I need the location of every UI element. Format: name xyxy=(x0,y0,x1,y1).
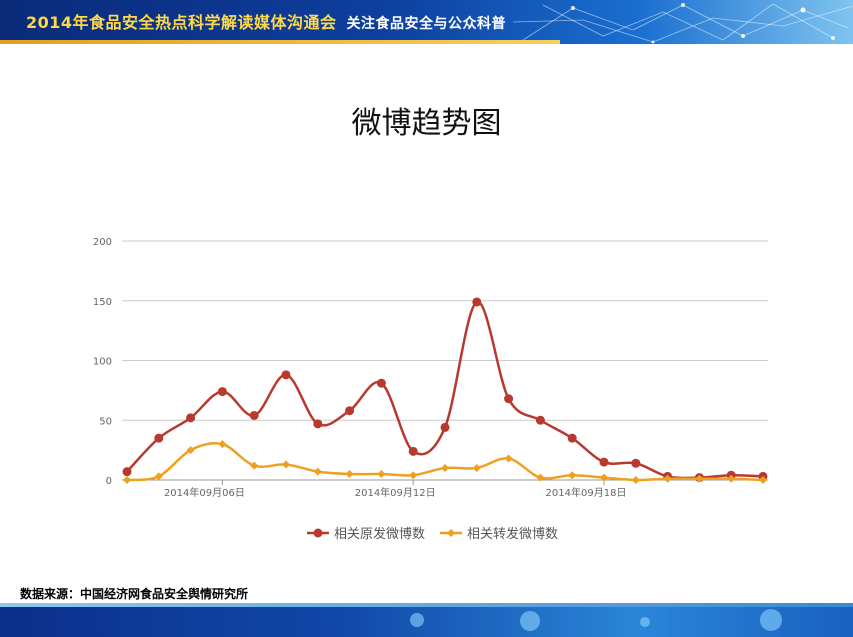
legend-label-repost: 相关转发微博数 xyxy=(467,526,558,542)
data-point xyxy=(122,467,132,477)
data-point xyxy=(408,446,418,456)
header-title: 2014年食品安全热点科学解读媒体沟通会 xyxy=(26,13,337,32)
y-tick-label: 200 xyxy=(93,237,112,248)
data-point xyxy=(504,454,513,463)
data-point xyxy=(600,473,608,482)
footer-dot xyxy=(410,613,424,627)
data-point xyxy=(441,464,449,473)
footer-dot xyxy=(640,617,650,627)
data-point xyxy=(535,415,545,425)
slide-title: 微博趋势图 xyxy=(351,106,502,141)
weibo-trend-chart: 0 50 100 150 200 2014年09月06日 2014年09月12日 2014年0… xyxy=(93,237,768,542)
data-point xyxy=(154,433,164,443)
y-tick-label: 0 xyxy=(106,476,112,487)
legend-label-original: 相关原发微博数 xyxy=(334,526,425,542)
data-point xyxy=(282,460,290,469)
x-tick-label: 2014年09月12日 xyxy=(355,486,436,499)
series-original-line xyxy=(126,300,764,480)
data-point xyxy=(472,464,481,473)
data-point xyxy=(281,370,291,380)
x-tick-label: 2014年09月06日 xyxy=(164,486,245,499)
banner-title: 2014年食品安全热点科学解读媒体沟通会 关注食品安全与公众科普 xyxy=(26,9,506,33)
footer-stripe xyxy=(0,603,853,607)
data-point xyxy=(249,410,259,420)
data-point xyxy=(186,446,195,455)
banner-stripe xyxy=(0,40,560,44)
data-point xyxy=(217,387,227,397)
footer-banner xyxy=(0,603,853,637)
data-point xyxy=(376,378,386,388)
data-point xyxy=(663,474,672,483)
header-banner: 2014年食品安全热点科学解读媒体沟通会 关注食品安全与公众科普 xyxy=(0,0,853,44)
data-point xyxy=(345,406,355,416)
data-point xyxy=(631,476,640,484)
data-point xyxy=(727,474,736,483)
data-point xyxy=(504,394,514,404)
data-point xyxy=(759,476,767,484)
data-point xyxy=(695,474,704,483)
data-point xyxy=(154,472,163,481)
data-point xyxy=(313,419,323,429)
data-point xyxy=(377,470,386,479)
data-point xyxy=(631,458,641,468)
data-point xyxy=(186,413,196,423)
data-point xyxy=(440,422,450,432)
y-tick-label: 150 xyxy=(93,297,112,308)
y-tick-label: 50 xyxy=(99,416,112,427)
data-point xyxy=(313,467,322,476)
data-point xyxy=(345,470,354,479)
data-point xyxy=(536,473,545,482)
data-point xyxy=(599,457,609,467)
data-point xyxy=(250,461,259,470)
data-point xyxy=(567,433,577,443)
legend-marker-repost xyxy=(447,529,455,537)
footer-dot xyxy=(520,611,540,631)
header-subtitle: 关注食品安全与公众科普 xyxy=(346,16,507,32)
network-decoration-icon xyxy=(513,3,853,44)
data-source: 数据来源：中国经济网食品安全舆情研究所 xyxy=(20,587,249,601)
data-point xyxy=(568,471,577,480)
data-point xyxy=(409,471,418,480)
y-tick-label: 100 xyxy=(93,357,112,368)
legend-marker-original xyxy=(313,528,323,538)
data-point xyxy=(123,476,131,484)
footer-dot xyxy=(760,609,782,631)
data-point xyxy=(218,440,227,449)
data-point xyxy=(472,297,482,307)
x-tick-label: 2014年09月18日 xyxy=(546,486,627,499)
